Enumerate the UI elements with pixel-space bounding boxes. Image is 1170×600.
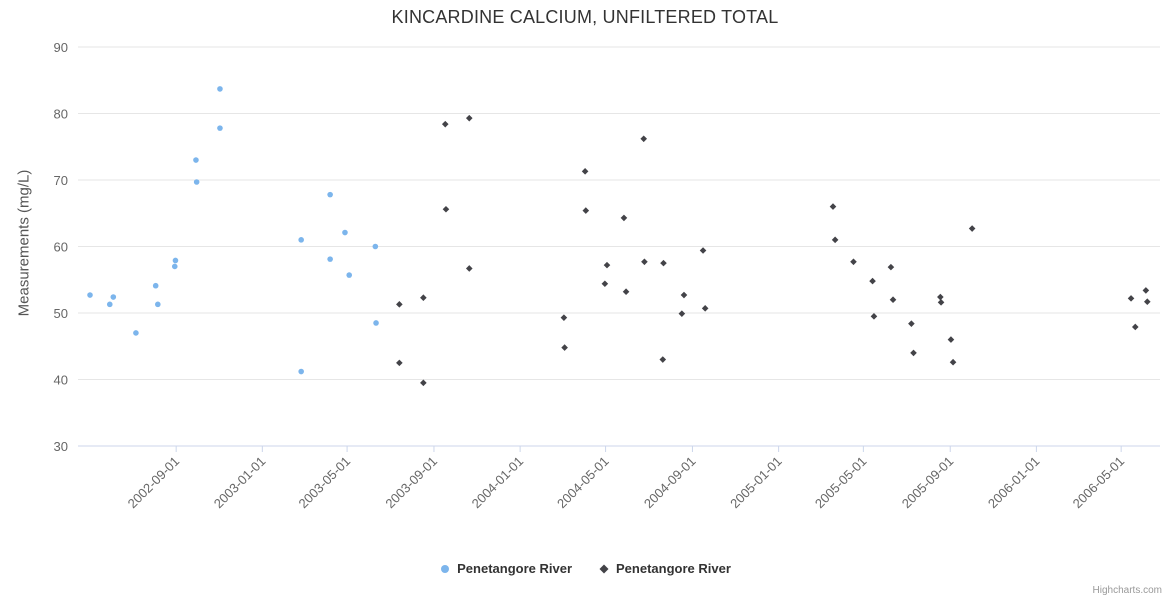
data-point[interactable] [1143, 298, 1151, 305]
data-point[interactable] [601, 280, 609, 288]
circle-marker-icon [441, 564, 450, 573]
legend-label: Penetangore River [616, 561, 731, 576]
data-point[interactable] [217, 125, 223, 131]
x-axis-label: 2003-05-01 [296, 454, 354, 512]
data-point[interactable] [442, 205, 450, 213]
data-point[interactable] [622, 288, 630, 296]
x-axis-label: 2002-09-01 [125, 454, 183, 512]
data-point[interactable] [581, 168, 589, 175]
y-axis-label: 30 [54, 439, 68, 454]
x-axis-label: 2003-01-01 [211, 454, 269, 512]
data-point[interactable] [1131, 323, 1139, 331]
data-point[interactable] [193, 157, 199, 163]
data-point[interactable] [641, 258, 648, 266]
data-point[interactable] [620, 214, 628, 222]
data-point[interactable] [889, 296, 897, 303]
x-axis-label: 2004-05-01 [554, 454, 612, 512]
data-point[interactable] [152, 282, 159, 289]
y-axis-label: 80 [54, 107, 68, 122]
data-point[interactable] [342, 229, 348, 236]
data-point[interactable] [373, 320, 379, 326]
data-point[interactable] [908, 320, 915, 327]
x-axis-label: 2004-09-01 [641, 454, 699, 512]
data-point[interactable] [870, 313, 878, 320]
data-point[interactable] [869, 277, 876, 285]
y-axis-label: 50 [54, 306, 68, 321]
data-point[interactable] [396, 301, 403, 308]
x-axis-label: 2005-05-01 [812, 454, 870, 512]
legend-item-penetangore-river-1[interactable]: Penetangore River [439, 561, 572, 576]
data-point[interactable] [949, 358, 957, 366]
data-point[interactable] [298, 368, 304, 375]
data-point[interactable] [699, 247, 707, 254]
data-point[interactable] [561, 344, 568, 351]
data-point[interactable] [396, 359, 403, 367]
x-axis-label: 2003-09-01 [382, 454, 440, 512]
data-point[interactable] [327, 256, 333, 262]
y-axis-label: 70 [54, 173, 68, 188]
legend-label: Penetangore River [457, 561, 572, 576]
legend-item-penetangore-river-2[interactable]: Penetangore River [598, 561, 731, 576]
data-point[interactable] [87, 292, 93, 298]
data-point[interactable] [465, 114, 473, 122]
data-point[interactable] [346, 272, 353, 278]
x-axis-label: 2005-01-01 [727, 454, 785, 512]
data-point[interactable] [465, 265, 473, 272]
data-point[interactable] [560, 314, 568, 321]
data-point[interactable] [1127, 295, 1135, 302]
data-point[interactable] [831, 236, 839, 244]
data-point[interactable] [968, 225, 976, 232]
y-axis-label: 60 [54, 240, 68, 255]
diamond-marker-icon [599, 564, 609, 573]
data-point[interactable] [298, 237, 304, 243]
data-point[interactable] [680, 291, 688, 299]
data-point[interactable] [193, 179, 200, 185]
x-axis-label: 2004-01-01 [469, 454, 527, 512]
data-point[interactable] [106, 301, 113, 308]
data-point[interactable] [850, 258, 857, 266]
x-axis-label: 2006-01-01 [985, 454, 1043, 512]
data-point[interactable] [582, 207, 590, 214]
data-point[interactable] [937, 293, 944, 301]
highcharts-credit[interactable]: Highcharts.com [1092, 585, 1162, 596]
data-point[interactable] [887, 263, 895, 271]
data-point[interactable] [678, 310, 686, 317]
x-axis-label: 2006-05-01 [1070, 454, 1128, 512]
y-axis-label: 40 [54, 373, 68, 388]
data-point[interactable] [947, 336, 955, 343]
data-point[interactable] [701, 305, 709, 312]
data-point[interactable] [172, 257, 179, 264]
x-axis-label: 2005-09-01 [899, 454, 957, 512]
data-point[interactable] [155, 301, 161, 308]
data-point[interactable] [937, 299, 945, 306]
data-point[interactable] [372, 243, 379, 250]
data-point[interactable] [910, 349, 917, 357]
legend: Penetangore River Penetangore River [0, 561, 1170, 576]
data-point[interactable] [133, 330, 139, 336]
data-point[interactable] [171, 263, 178, 270]
data-point[interactable] [110, 294, 117, 300]
data-point[interactable] [441, 120, 449, 128]
data-point[interactable] [640, 135, 648, 143]
data-point[interactable] [420, 294, 427, 302]
y-axis-label: 90 [54, 40, 68, 55]
data-point[interactable] [659, 356, 667, 363]
data-point[interactable] [1142, 287, 1150, 294]
data-point[interactable] [217, 86, 223, 92]
data-point[interactable] [603, 261, 611, 269]
data-point[interactable] [327, 191, 333, 198]
chart-title: KINCARDINE CALCIUM, UNFILTERED TOTAL [391, 7, 779, 27]
data-point[interactable] [660, 259, 667, 267]
data-point[interactable] [829, 203, 837, 210]
data-point[interactable] [420, 379, 427, 387]
